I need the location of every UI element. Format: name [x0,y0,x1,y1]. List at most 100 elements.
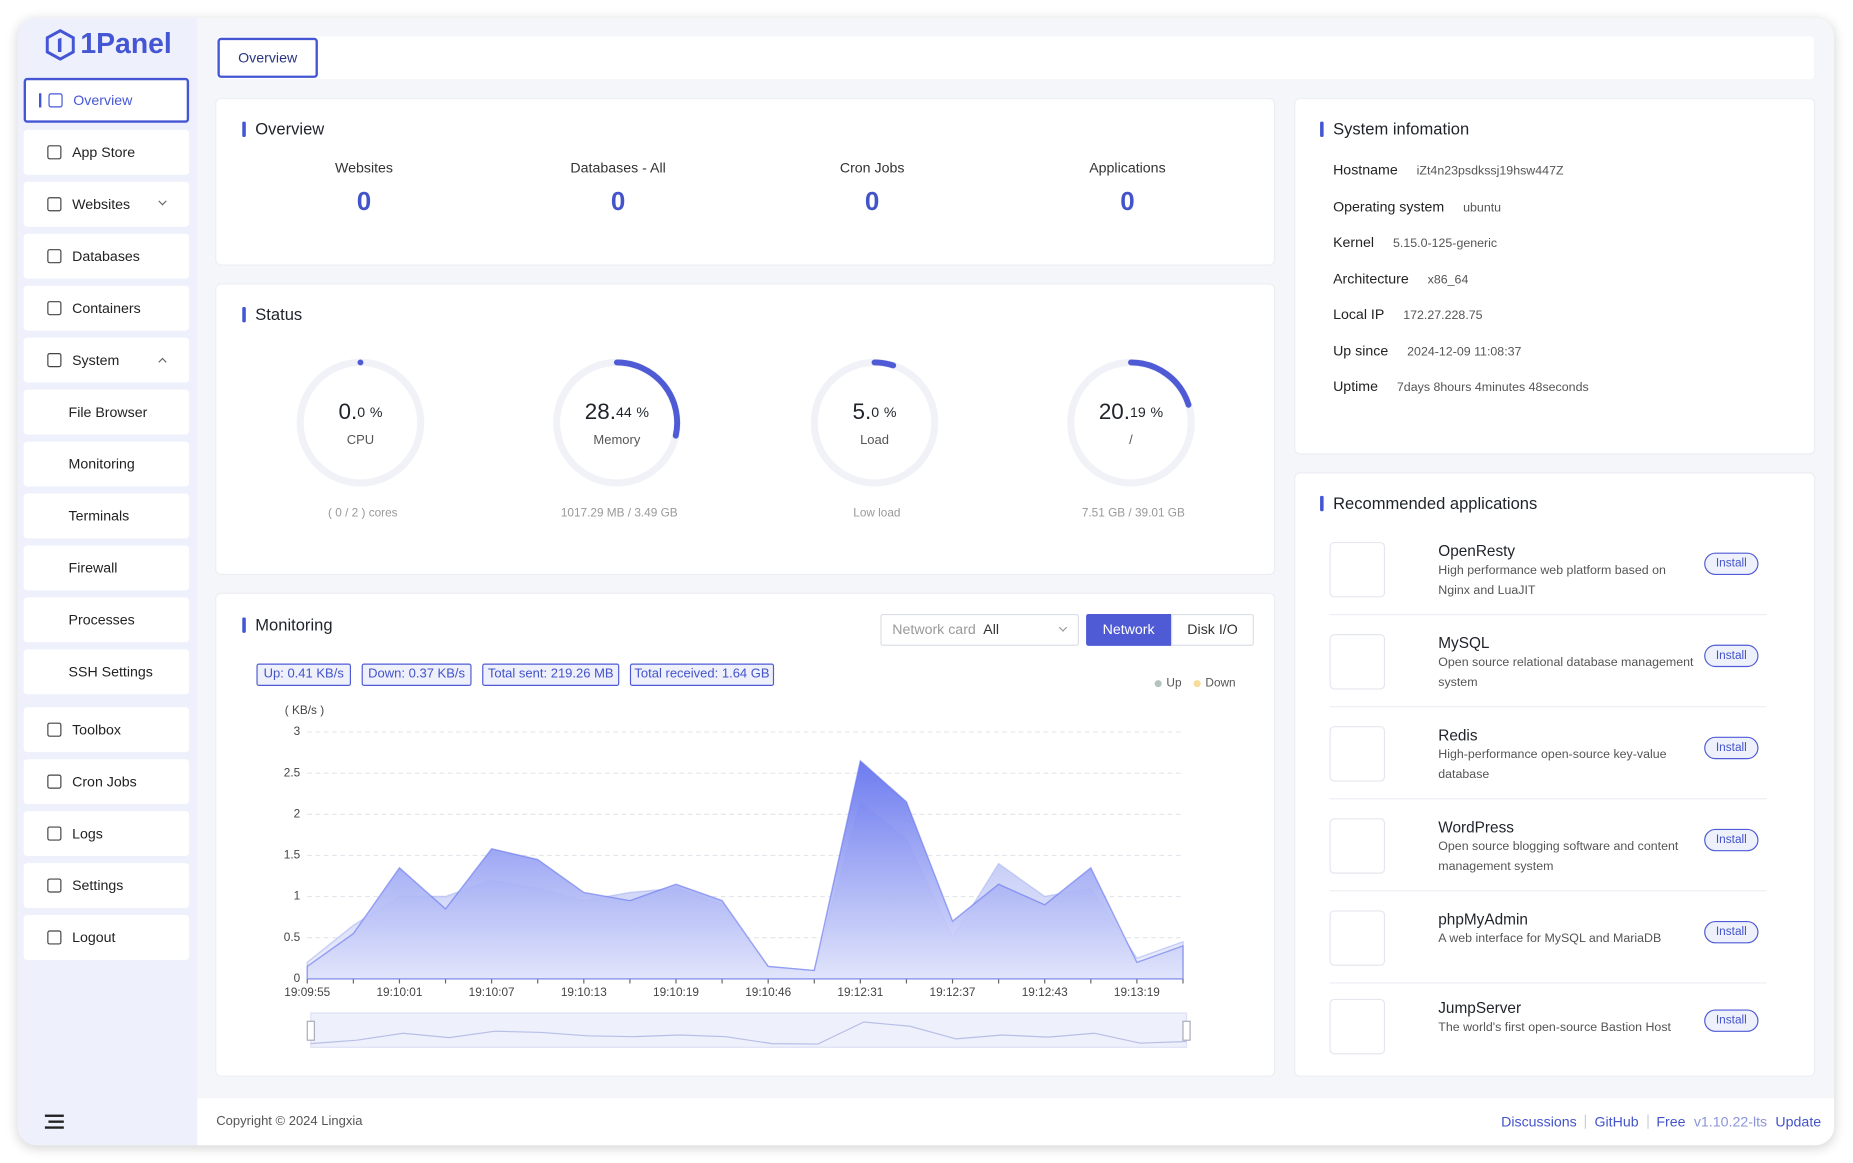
menu-label: Websites [72,195,131,213]
menu-item[interactable]: Databases [23,233,190,279]
menu-icon [47,197,62,212]
info-value: x86_64 [1427,272,1469,287]
install-button[interactable]: Install [1704,1009,1759,1032]
menu-item[interactable]: Logout [23,915,190,960]
menu-label: Firewall [68,559,118,577]
info-row: Local IP 172.27.228.75 [1333,305,1483,324]
version: v1.10.22-lts [1693,1113,1768,1130]
menu-label: Processes [68,611,135,629]
menu-icon [47,301,62,316]
menu-label: Logs [72,825,103,842]
disk-io-button[interactable]: Disk I/O [1171,613,1254,646]
menu-label: System [72,351,120,369]
logo-text: 1Panel [80,28,172,61]
info-value: 172.27.228.75 [1403,308,1483,323]
menu-item[interactable]: Overview [23,77,190,123]
app-name: OpenResty [1438,541,1516,560]
copyright: Copyright © 2024 Lingxia [216,1114,363,1129]
info-value: 7days 8hours 4minutes 48seconds [1396,380,1589,395]
menu-item[interactable]: Toolbox [23,707,190,753]
info-value: ubuntu [1463,200,1502,215]
menu-label: Containers [72,299,141,317]
logo-icon [45,29,75,61]
menu-item[interactable]: Containers [23,285,190,331]
status-card [216,284,1274,574]
info-row: Up since 2024-12-09 11:08:37 [1333,341,1521,360]
menu-item[interactable]: Terminals [23,493,190,539]
title-bar [242,306,246,323]
network-card-select[interactable]: Network card All [880,613,1079,646]
menu-item[interactable]: Monitoring [23,441,190,487]
menu-label: SSH Settings [68,663,153,681]
footer-link[interactable]: Discussions [1501,1113,1577,1130]
info-row: Operating system ubuntu [1333,197,1501,216]
title-bar [242,121,246,137]
title-bar [1320,495,1324,512]
install-button[interactable]: Install [1704,644,1759,668]
stat-label: Cron Jobs [839,159,905,176]
menu-toggle[interactable] [44,1126,64,1129]
info-label: Hostname [1333,161,1398,179]
app-description: High-performance open-source key-value d… [1438,747,1667,782]
app-name: phpMyAdmin [1438,910,1528,929]
stat-value: 0 [356,186,372,217]
install-button[interactable]: Install [1704,920,1759,944]
menu-item[interactable]: App Store [23,129,190,175]
menu-item[interactable]: SSH Settings [23,649,190,695]
tab-bar [216,36,1815,80]
edition: Free [1656,1113,1686,1130]
install-button[interactable]: Install [1704,736,1759,760]
tab[interactable]: Overview [217,37,318,78]
install-button[interactable]: Install [1704,552,1759,576]
stat-tag: Up: 0.41 KB/s [256,663,351,686]
menu-icon [47,249,62,264]
stat-label: Websites [334,159,394,176]
menu-toggle[interactable] [48,1120,64,1123]
menu-item[interactable]: Firewall [23,545,190,591]
menu-item[interactable]: File Browser [23,389,190,435]
separator [1329,982,1767,984]
active-marker [38,93,42,108]
menu-label: Monitoring [68,455,135,473]
menu-item[interactable]: Processes [23,597,190,643]
menu-label: File Browser [68,403,148,421]
app-description: A web interface for MySQL and MariaDB [1438,931,1662,946]
update-link[interactable]: Update [1775,1113,1822,1130]
chevron [158,197,167,206]
menu-icon [47,930,62,945]
menu-label: App Store [72,144,136,161]
menu-label: Overview [73,92,133,109]
stat-value: 0 [610,186,626,217]
menu-item[interactable]: Websites [23,181,190,227]
menu-item[interactable]: Settings [23,863,190,908]
install-button[interactable]: Install [1704,828,1759,852]
stat-value: 0 [1120,186,1135,217]
app-description: High performance web platform based on N… [1438,563,1666,598]
menu-icon [47,353,62,368]
footer-link[interactable]: GitHub [1594,1113,1639,1130]
separator [1329,798,1767,800]
menu-item[interactable]: Cron Jobs [23,759,190,805]
app-icon-box [1329,634,1386,690]
menu-label: Terminals [68,507,130,525]
info-label: Uptime [1333,377,1378,395]
info-value: 5.15.0-125-generic [1392,236,1498,251]
menu-icon [48,93,63,108]
menu-item[interactable]: System [23,337,190,383]
network-button[interactable]: Network [1086,613,1172,646]
stat-tag: Down: 0.37 KB/s [361,663,472,686]
card-title: System infomation [1333,119,1470,139]
info-row: Kernel 5.15.0-125-generic [1333,233,1497,252]
menu-item[interactable]: Logs [23,811,190,857]
app-icon-box [1329,818,1386,874]
info-label: Up since [1333,341,1389,359]
info-label: Kernel [1333,233,1375,251]
menu-label: Toolbox [72,721,121,738]
menu-toggle[interactable] [44,1114,64,1117]
overview-card [216,99,1274,265]
app-name: Redis [1438,726,1478,744]
info-label: Local IP [1333,305,1385,323]
title-bar [242,617,246,633]
app-icon-box [1329,998,1386,1055]
